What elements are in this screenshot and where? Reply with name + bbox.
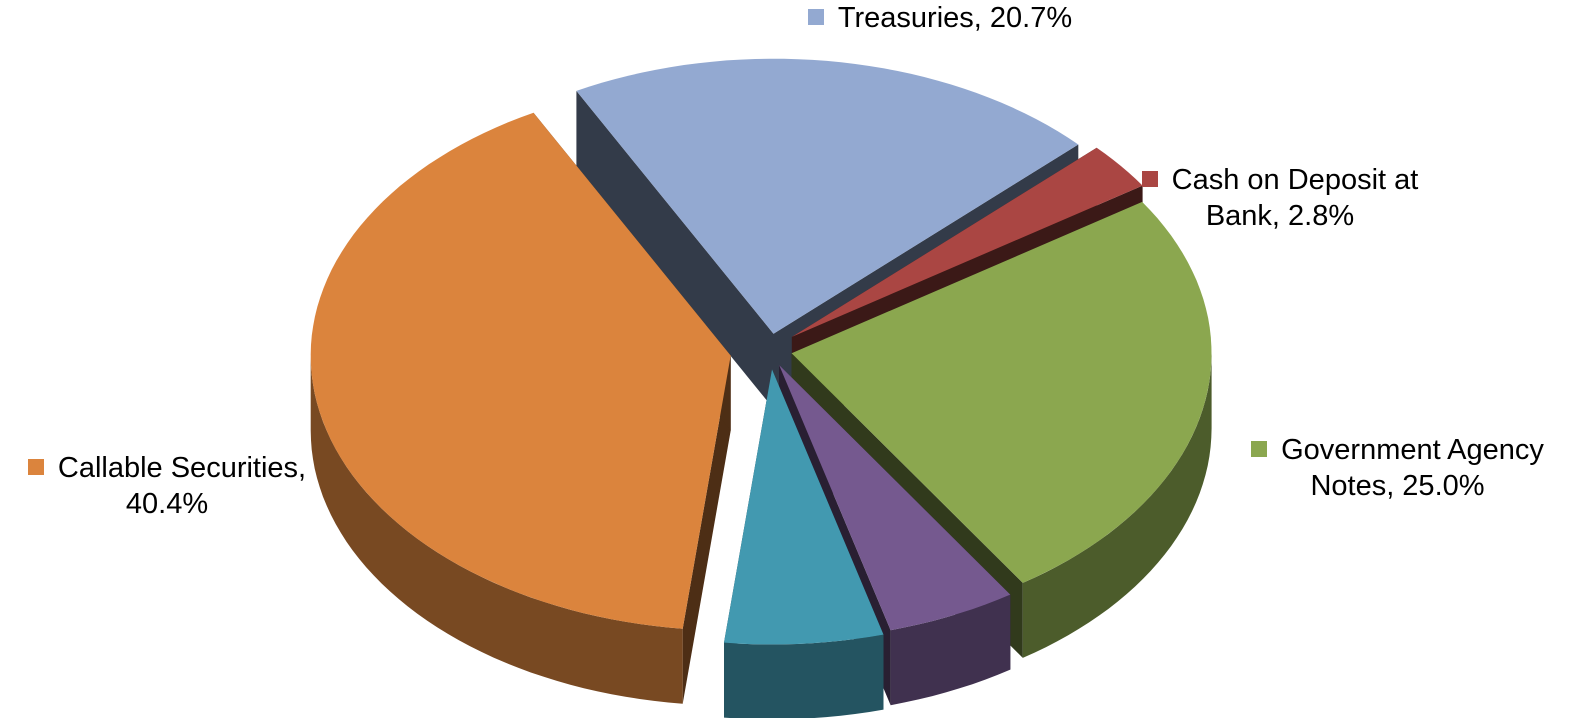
slice-side xyxy=(1022,353,1212,658)
slice-side xyxy=(310,355,683,704)
data-label: Treasuries, 20.7% xyxy=(790,0,1090,36)
data-label: Government Agency Notes, 25.0% xyxy=(1235,432,1560,504)
slice-side xyxy=(724,634,884,718)
label-text: Treasuries, 20.7% xyxy=(837,2,1073,34)
legend-marker xyxy=(27,459,44,475)
label-text: Cash on Deposit at Bank, 2.8% xyxy=(1171,164,1419,232)
slice xyxy=(791,147,1143,337)
slice-wall xyxy=(576,90,774,409)
slice-wall xyxy=(682,355,731,704)
label-text: Government Agency Notes, 25.0% xyxy=(1281,434,1544,502)
data-label: Cash on Deposit at Bank, 2.8% xyxy=(1125,162,1435,234)
slice xyxy=(576,58,1079,334)
slice xyxy=(310,112,731,629)
slice-side xyxy=(890,594,1011,706)
legend-marker xyxy=(1251,441,1268,457)
slice xyxy=(724,369,884,645)
label-text: Callable Securities, 40.4% xyxy=(57,452,307,520)
data-label: Callable Securities, 40.4% xyxy=(12,450,322,522)
slice xyxy=(779,365,1011,631)
slice xyxy=(791,201,1212,583)
legend-marker xyxy=(1141,171,1158,187)
legend-marker xyxy=(807,9,824,25)
slice-tops xyxy=(310,58,1212,645)
